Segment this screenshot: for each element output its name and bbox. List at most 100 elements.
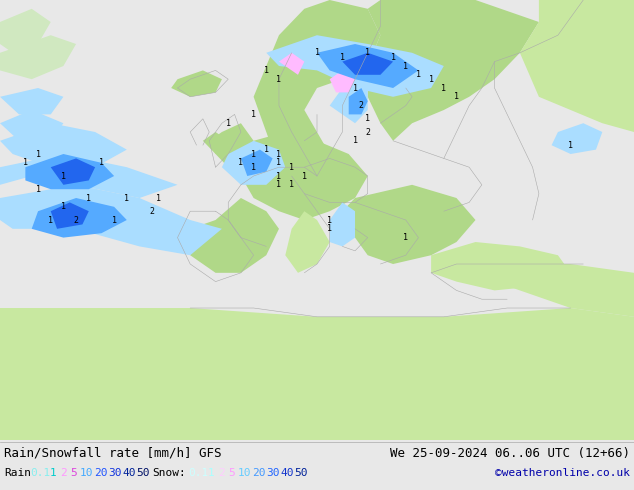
Text: 1: 1 [23, 158, 28, 167]
Text: Rain/Snowfall rate [mm/h] GFS: Rain/Snowfall rate [mm/h] GFS [4, 446, 221, 460]
Text: Snow:: Snow: [152, 468, 186, 478]
Text: 1: 1 [391, 53, 396, 62]
Polygon shape [0, 35, 76, 79]
Text: 1: 1 [208, 468, 215, 478]
Text: 5: 5 [228, 468, 235, 478]
Text: 1: 1 [50, 468, 57, 478]
Polygon shape [368, 0, 539, 141]
Text: 1: 1 [327, 224, 332, 233]
Text: 1: 1 [276, 172, 281, 180]
Text: 50: 50 [294, 468, 307, 478]
Text: 1: 1 [238, 158, 243, 167]
Polygon shape [279, 53, 304, 75]
Polygon shape [330, 79, 368, 123]
Text: 30: 30 [266, 468, 280, 478]
Text: 1: 1 [36, 149, 41, 158]
Polygon shape [0, 110, 63, 141]
Polygon shape [25, 154, 114, 189]
Text: 1: 1 [302, 172, 307, 180]
Polygon shape [342, 185, 476, 264]
Polygon shape [0, 123, 127, 167]
Polygon shape [222, 141, 285, 185]
Polygon shape [241, 132, 368, 220]
Text: 1: 1 [340, 53, 345, 62]
Text: 1: 1 [403, 233, 408, 242]
Polygon shape [209, 123, 254, 167]
Text: 1: 1 [365, 49, 370, 57]
Text: 1: 1 [327, 216, 332, 224]
Polygon shape [342, 53, 393, 75]
Text: 1: 1 [276, 158, 281, 167]
Text: 1: 1 [454, 92, 459, 101]
Text: 1: 1 [353, 136, 358, 146]
Text: 0.1: 0.1 [30, 468, 50, 478]
Text: 2: 2 [74, 216, 79, 224]
Text: 1: 1 [156, 194, 161, 202]
Polygon shape [190, 198, 279, 273]
Text: 40: 40 [122, 468, 136, 478]
Text: 10: 10 [80, 468, 93, 478]
Text: 2: 2 [60, 468, 67, 478]
Polygon shape [552, 123, 602, 154]
Text: 1: 1 [289, 163, 294, 172]
Text: 40: 40 [280, 468, 294, 478]
Text: 1: 1 [61, 172, 66, 180]
Polygon shape [0, 88, 63, 114]
Text: 30: 30 [108, 468, 122, 478]
Text: We 25-09-2024 06..06 UTC (12+66): We 25-09-2024 06..06 UTC (12+66) [390, 446, 630, 460]
Text: 0.1: 0.1 [188, 468, 208, 478]
Text: 1: 1 [251, 149, 256, 158]
Text: 1: 1 [251, 163, 256, 172]
Text: 1: 1 [441, 83, 446, 93]
Text: 1: 1 [314, 49, 320, 57]
Text: 1: 1 [429, 74, 434, 84]
Polygon shape [507, 264, 634, 317]
Text: 1: 1 [568, 141, 573, 150]
Text: 1: 1 [61, 202, 66, 211]
Polygon shape [171, 71, 222, 97]
Polygon shape [330, 71, 355, 93]
Polygon shape [254, 0, 380, 185]
Text: 1: 1 [36, 185, 41, 194]
Text: 2: 2 [365, 127, 370, 137]
Text: 1: 1 [403, 62, 408, 71]
Polygon shape [203, 132, 228, 154]
Text: 20: 20 [94, 468, 108, 478]
Text: 1: 1 [226, 119, 231, 128]
Polygon shape [330, 202, 355, 246]
Text: 20: 20 [252, 468, 266, 478]
Polygon shape [349, 88, 368, 114]
Polygon shape [285, 211, 330, 273]
Polygon shape [0, 9, 51, 53]
Polygon shape [520, 0, 634, 132]
Polygon shape [32, 198, 127, 238]
Text: 5: 5 [70, 468, 77, 478]
Text: 1: 1 [276, 180, 281, 189]
Polygon shape [51, 158, 95, 185]
Polygon shape [0, 308, 634, 440]
Text: 1: 1 [251, 110, 256, 119]
Polygon shape [241, 149, 273, 176]
Text: 1: 1 [124, 194, 129, 202]
Text: 1: 1 [264, 145, 269, 154]
Polygon shape [0, 154, 178, 198]
Text: 2: 2 [359, 101, 364, 110]
Text: 50: 50 [136, 468, 150, 478]
Polygon shape [0, 185, 222, 255]
Text: ©weatheronline.co.uk: ©weatheronline.co.uk [495, 468, 630, 478]
Text: 1: 1 [86, 194, 91, 202]
Polygon shape [431, 242, 571, 291]
Text: 1: 1 [353, 83, 358, 93]
Text: 2: 2 [218, 468, 224, 478]
Text: 1: 1 [112, 216, 117, 224]
Polygon shape [317, 44, 418, 88]
Text: 1: 1 [365, 114, 370, 123]
Text: 1: 1 [276, 149, 281, 158]
Text: Rain: Rain [4, 468, 31, 478]
Polygon shape [51, 202, 89, 229]
Text: 1: 1 [99, 158, 104, 167]
Text: 1: 1 [289, 180, 294, 189]
Polygon shape [266, 35, 444, 97]
Text: 1: 1 [416, 70, 421, 79]
Text: 1: 1 [264, 66, 269, 75]
